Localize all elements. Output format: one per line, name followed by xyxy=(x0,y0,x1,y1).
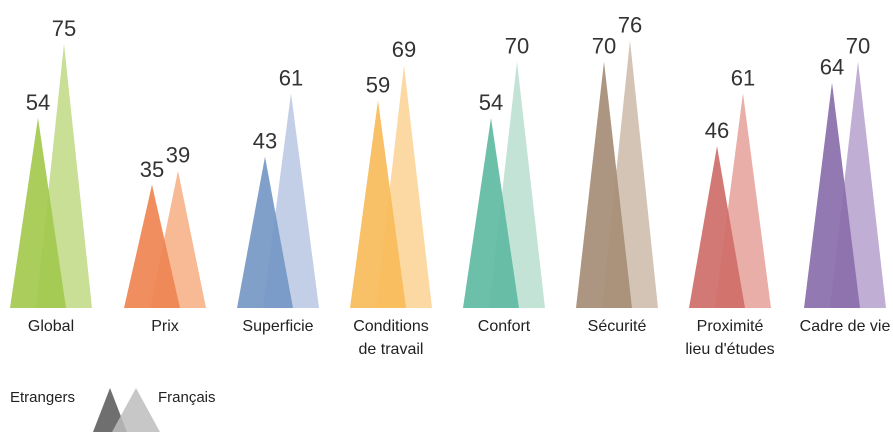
value-label-conditions-de-travail-francais: 69 xyxy=(392,37,416,62)
value-label-securite-francais: 76 xyxy=(618,12,642,37)
category-label-conditions-de-travail: Conditions xyxy=(353,318,429,335)
value-label-cadre-de-vie-etrangers: 64 xyxy=(820,55,844,80)
value-label-proximite-lieu-d-etudes-etrangers: 46 xyxy=(705,118,729,143)
category-label-proximite-lieu-d-etudes: lieu d'études xyxy=(685,341,774,358)
category-label-securite: Sécurité xyxy=(588,318,647,335)
bar-securite-etrangers xyxy=(576,61,632,308)
category-label-prix: Prix xyxy=(151,318,179,335)
bar-confort-etrangers xyxy=(463,117,519,308)
value-label-superficie-etrangers: 43 xyxy=(253,129,277,154)
value-label-prix-francais: 39 xyxy=(166,143,190,168)
value-label-cadre-de-vie-francais: 70 xyxy=(846,34,870,59)
value-label-global-etrangers: 54 xyxy=(26,90,50,115)
category-label-superficie: Superficie xyxy=(242,318,313,335)
value-label-confort-etrangers: 54 xyxy=(479,90,503,115)
bar-global-etrangers xyxy=(10,117,66,308)
value-label-superficie-francais: 61 xyxy=(279,65,303,90)
bar-superficie-etrangers xyxy=(237,156,293,308)
bar-proximite-lieu-d-etudes-etrangers xyxy=(689,146,745,308)
legend-label-etrangers: Etrangers xyxy=(10,389,75,406)
value-label-global-francais: 75 xyxy=(52,16,76,41)
value-label-prix-etrangers: 35 xyxy=(140,157,164,182)
category-label-global: Global xyxy=(28,318,74,335)
category-label-confort: Confort xyxy=(478,318,531,335)
value-label-confort-francais: 70 xyxy=(505,34,529,59)
bar-prix-etrangers xyxy=(124,184,180,308)
category-label-cadre-de-vie: Cadre de vie xyxy=(800,318,891,335)
bar-conditions-de-travail-etrangers xyxy=(350,100,406,308)
legend: Etrangers Français xyxy=(10,388,216,432)
category-label-proximite-lieu-d-etudes: Proximité xyxy=(697,318,764,335)
value-label-conditions-de-travail-etrangers: 59 xyxy=(366,72,390,97)
bar-cadre-de-vie-etrangers xyxy=(804,82,860,308)
legend-swatch-francais xyxy=(112,388,160,432)
legend-label-francais: Français xyxy=(158,389,216,406)
value-label-proximite-lieu-d-etudes-francais: 61 xyxy=(731,65,755,90)
value-label-securite-etrangers: 70 xyxy=(592,34,616,59)
category-label-conditions-de-travail: de travail xyxy=(359,341,424,358)
